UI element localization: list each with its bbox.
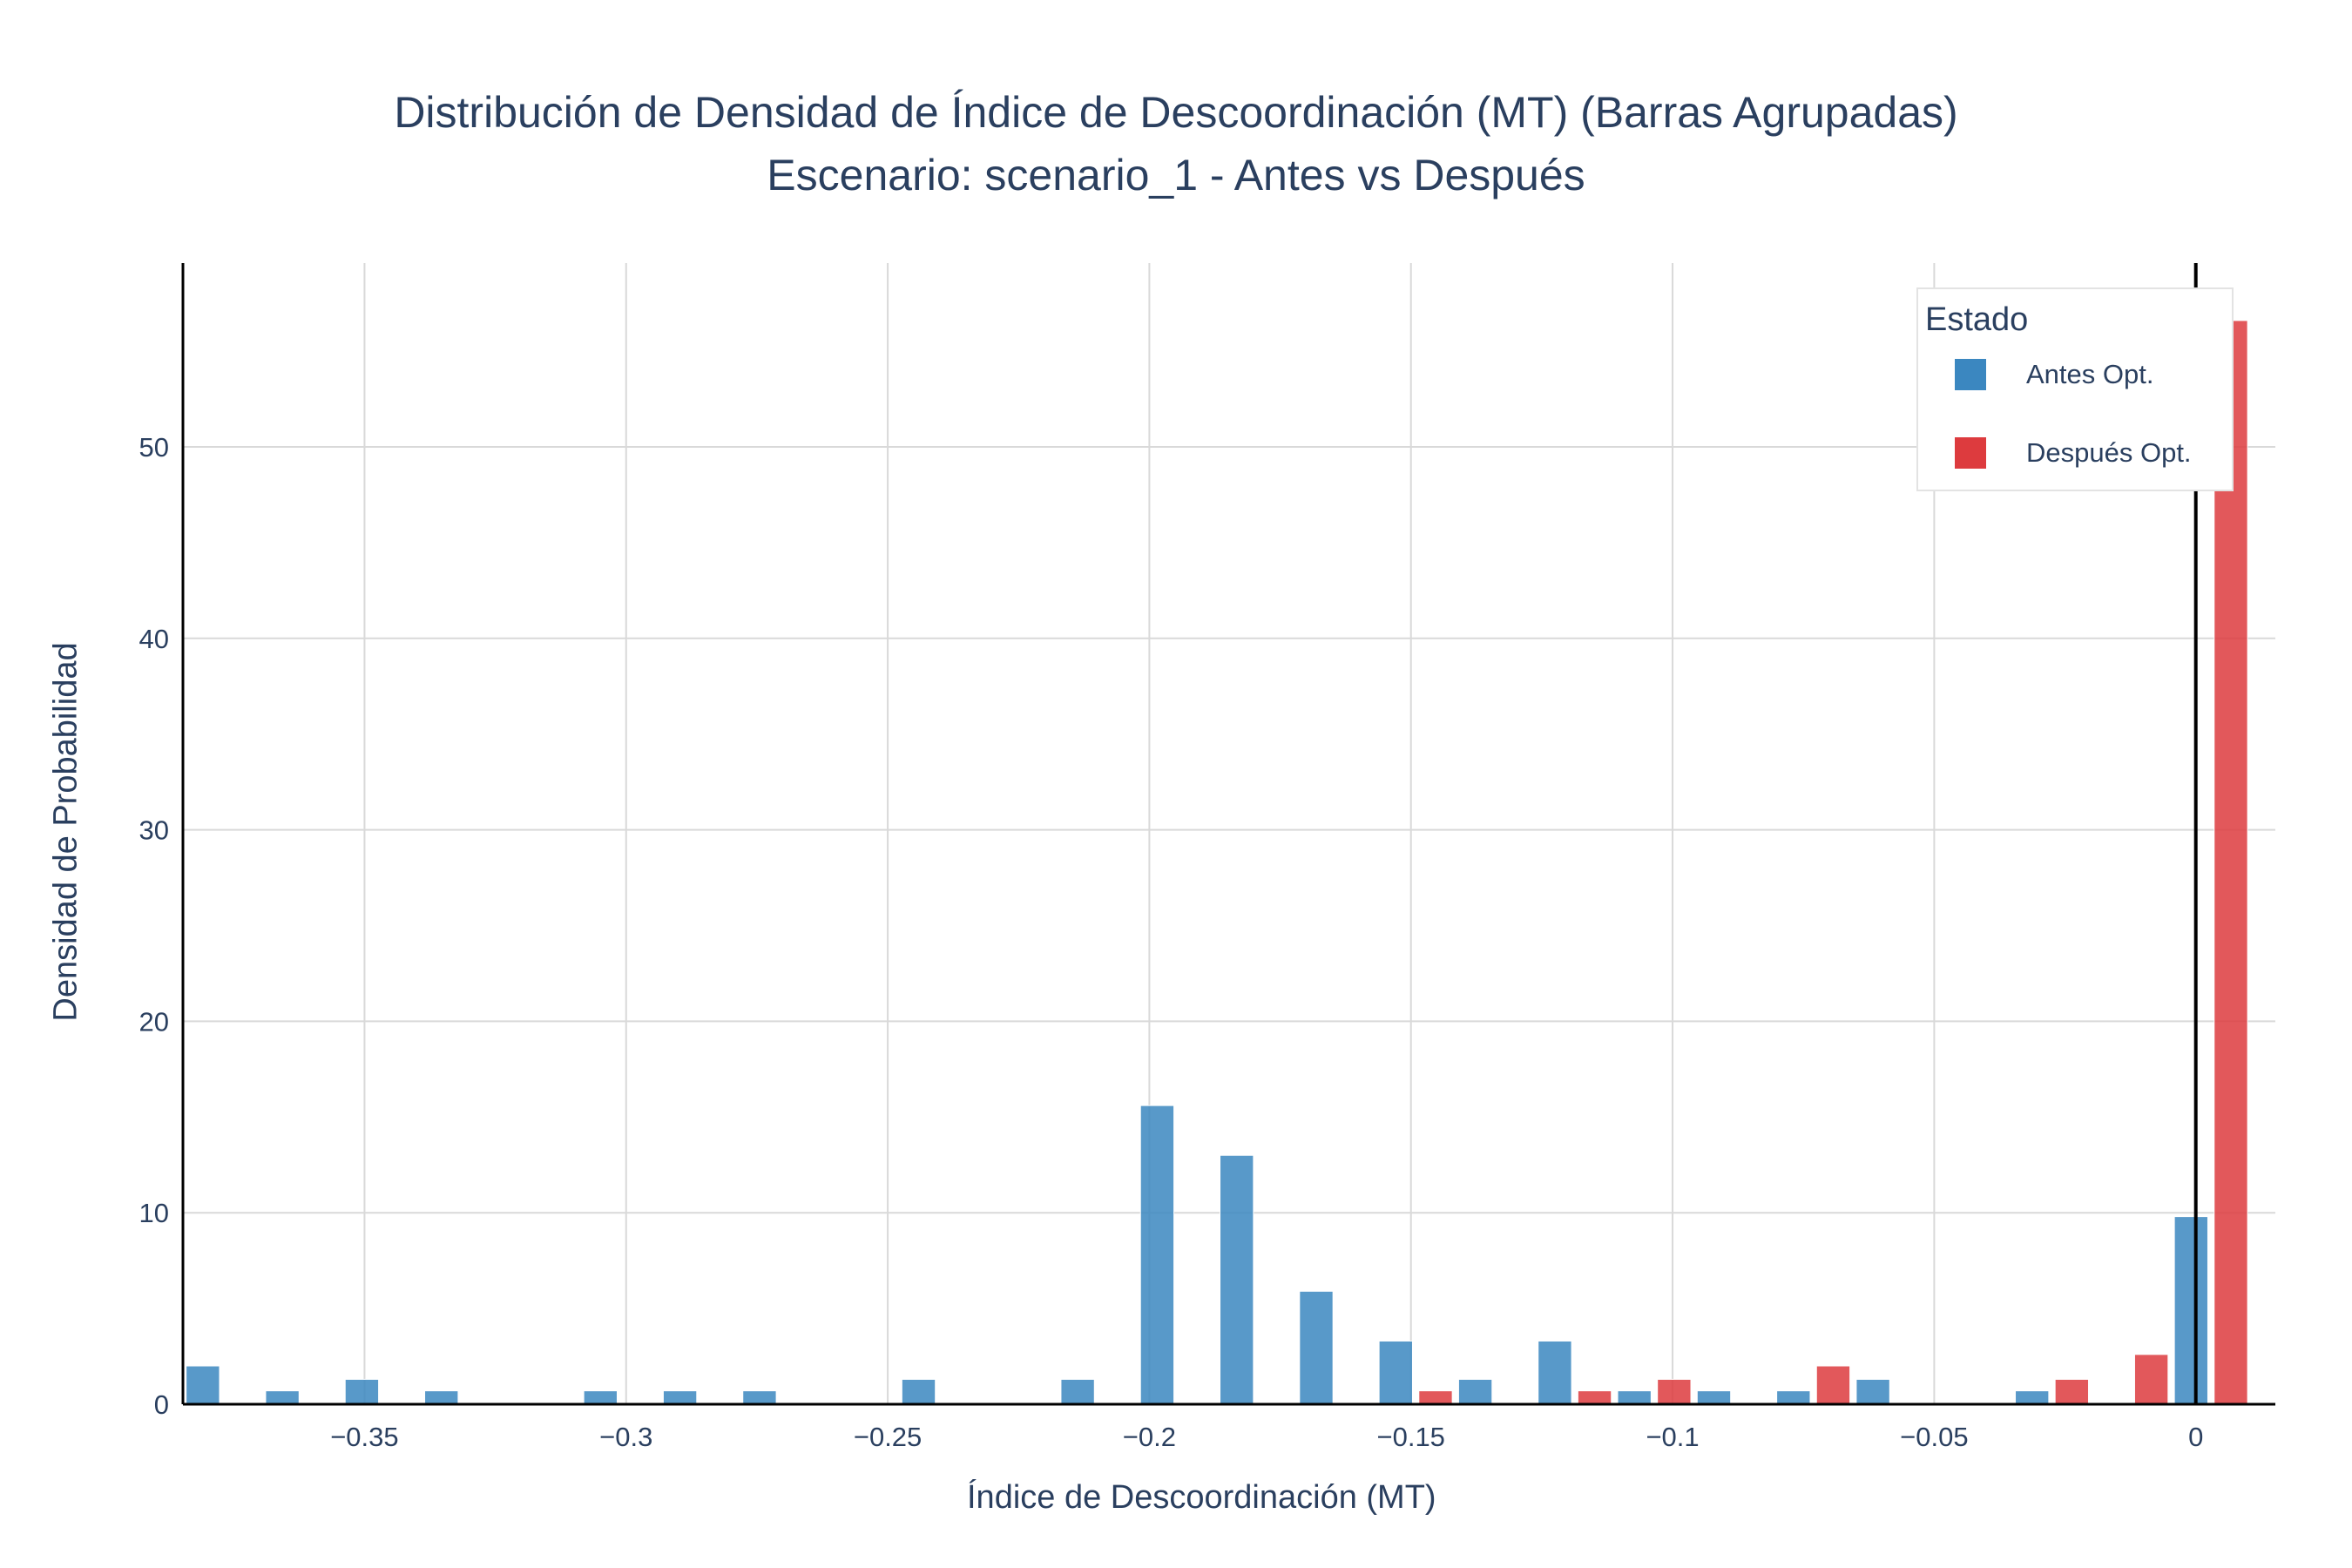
legend-swatch-antes	[1955, 359, 1986, 390]
bar-antes[interactable]	[1060, 1378, 1095, 1405]
bar-antes[interactable]	[1220, 1154, 1254, 1405]
bar-despues[interactable]	[1577, 1390, 1612, 1405]
bar-antes[interactable]	[1696, 1390, 1732, 1405]
y-tick-label: 40	[139, 624, 169, 654]
bar-antes[interactable]	[583, 1390, 618, 1405]
bar-antes[interactable]	[186, 1365, 220, 1405]
grid-lines	[183, 263, 2275, 1404]
y-tick-label: 20	[139, 1006, 169, 1037]
x-tick-label: 0	[2188, 1422, 2203, 1452]
chart-subtitle: Escenario: scenario_1 - Antes vs Después	[767, 151, 1585, 199]
legend-title: Estado	[1925, 301, 2029, 338]
x-tick-label: −0.3	[599, 1422, 652, 1452]
bar-antes[interactable]	[1457, 1378, 1493, 1405]
x-axis-title: Índice de Descoordinación (MT)	[967, 1479, 1436, 1516]
bar-despues[interactable]	[1418, 1390, 1453, 1405]
tick-labels: −0.35 −0.3 −0.25 −0.2 −0.15 −0.1 −0.05 0 0 10 20 30…	[139, 432, 2204, 1452]
bar-antes[interactable]	[344, 1378, 380, 1405]
legend-swatch-despues	[1955, 437, 1986, 469]
bar-antes[interactable]	[1139, 1105, 1175, 1405]
bar-antes[interactable]	[424, 1390, 459, 1405]
bar-antes[interactable]	[1538, 1340, 1572, 1405]
bar-antes[interactable]	[1299, 1290, 1334, 1405]
x-tick-label: −0.15	[1376, 1422, 1444, 1452]
bar-antes[interactable]	[1855, 1378, 1890, 1405]
y-axis-title: Densidad de Probabilidad	[47, 642, 84, 1022]
bar-despues[interactable]	[1657, 1378, 1692, 1405]
bar-antes[interactable]	[2015, 1390, 2050, 1405]
bar-antes[interactable]	[265, 1390, 300, 1405]
y-tick-label: 50	[139, 432, 169, 463]
y-tick-label: 0	[154, 1389, 169, 1420]
x-tick-label: −0.35	[330, 1422, 398, 1452]
x-tick-label: −0.2	[1123, 1422, 1176, 1452]
chart-title: Distribución de Densidad de Índice de De…	[394, 88, 1958, 137]
x-tick-label: −0.05	[1900, 1422, 1968, 1452]
bars-group	[186, 320, 2248, 1405]
y-tick-label: 10	[139, 1198, 169, 1228]
bar-despues[interactable]	[1815, 1365, 1851, 1405]
legend-label-antes: Antes Opt.	[2026, 359, 2154, 389]
legend: Estado Antes Opt. Después Opt.	[1916, 287, 2234, 491]
bar-despues[interactable]	[2133, 1354, 2169, 1405]
bar-antes[interactable]	[742, 1390, 777, 1405]
bar-antes[interactable]	[1378, 1340, 1413, 1405]
bar-despues[interactable]	[2213, 320, 2248, 1405]
bar-antes[interactable]	[662, 1390, 698, 1405]
bar-antes[interactable]	[1617, 1390, 1652, 1405]
x-tick-label: −0.25	[854, 1422, 922, 1452]
bar-antes[interactable]	[1776, 1390, 1811, 1405]
y-tick-label: 30	[139, 815, 169, 846]
legend-label-despues: Después Opt.	[2026, 437, 2192, 468]
x-tick-label: −0.1	[1646, 1422, 1699, 1452]
bar-despues[interactable]	[2054, 1378, 2090, 1405]
bar-antes[interactable]	[2173, 1216, 2208, 1405]
bar-antes[interactable]	[901, 1378, 936, 1405]
